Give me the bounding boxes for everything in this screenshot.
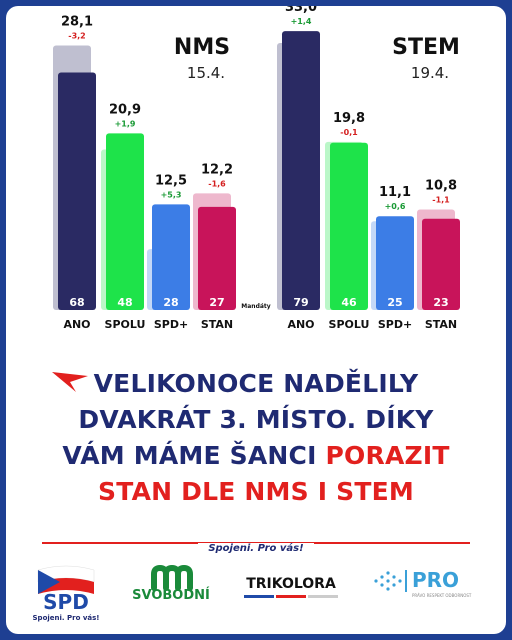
trikolora-logo: TRIKOLORA [242, 576, 340, 600]
svobodni-logo: SVOBODNÍ [128, 564, 214, 614]
headline-text-1: VELIKONOCE NADĚLILY [93, 369, 419, 398]
chart-date: 15.4. [187, 64, 225, 82]
poster-panel: NMS 15.4. 28,1 -3,2 68 ANO 20,9 +1,9 48 SPOLU 12,5… [6, 6, 506, 634]
pro-arrow-icon [374, 570, 407, 592]
pro-logo-tagline: PRÁVO RESPEKT ODBORNOST [412, 593, 472, 598]
category-label: SPD+ [378, 318, 412, 331]
seats-label: 68 [69, 296, 84, 309]
pro-logo: PRO PRÁVO RESPEKT ODBORNOST [372, 566, 482, 606]
value-label: 10,8 [425, 178, 457, 193]
bar [330, 142, 368, 310]
chart-date: 19.4. [411, 64, 449, 82]
change-label: -1,1 [432, 195, 450, 204]
headline-line-2: DVAKRÁT 3. MÍSTO. DÍKY [6, 402, 506, 438]
spd-logo-tagline: Spojeni. Pro vás! [32, 614, 100, 622]
czech-flag-icon [37, 565, 95, 594]
seats-label: 79 [293, 296, 308, 309]
headline-text-2: DVAKRÁT 3. MÍSTO. DÍKY [78, 405, 434, 434]
headline-line-3: VÁM MÁME ŠANCI PORAZIT [6, 438, 506, 474]
bar [282, 31, 320, 311]
value-label: 28,1 [61, 15, 93, 30]
spd-logo: SPD Spojeni. Pro vás! [33, 564, 99, 624]
headline-line-1: VELIKONOCE NADĚLILY [6, 366, 506, 402]
category-label: ANO [287, 318, 314, 331]
bar [422, 218, 460, 310]
change-label: +1,9 [115, 119, 136, 128]
category-label: STAN [201, 318, 233, 331]
bar [198, 206, 236, 310]
slogan-text: Spojeni. Pro vás! [198, 543, 314, 554]
seats-label: 25 [387, 296, 402, 309]
flag-swoosh-icon [52, 372, 88, 392]
seats-label: 48 [117, 296, 132, 309]
pro-logo-text: PRO [412, 568, 460, 592]
trikolora-underline-icon [244, 595, 338, 598]
poll-charts: NMS 15.4. 28,1 -3,2 68 ANO 20,9 +1,9 48 SPOLU 12,5… [53, 6, 460, 331]
bar [106, 133, 144, 310]
svobodni-emblem-icon [151, 564, 193, 591]
category-label: ANO [63, 318, 90, 331]
seats-label: 27 [209, 296, 224, 309]
value-label: 11,1 [379, 185, 411, 200]
category-label: STAN [425, 318, 457, 331]
trikolora-logo-text: TRIKOLORA [246, 576, 336, 592]
seats-axis-label: Mandáty [241, 303, 271, 310]
slogan: Spojeni. Pro vás! [6, 536, 506, 555]
seats-label: 23 [433, 296, 448, 309]
chart-title: NMS [174, 35, 230, 60]
value-label: 33,0 [285, 6, 317, 15]
change-label: -3,2 [68, 32, 86, 41]
change-label: +1,4 [291, 17, 312, 26]
value-label: 20,9 [109, 102, 141, 117]
seats-label: 46 [341, 296, 357, 309]
headline-text-3b: PORAZIT [325, 441, 450, 470]
headline-text-4: STAN DLE NMS I STEM [98, 477, 414, 506]
value-label: 12,5 [155, 173, 187, 188]
bar [152, 204, 190, 310]
seats-label: 28 [163, 296, 178, 309]
category-label: SPOLU [105, 318, 146, 331]
change-label: +0,6 [385, 202, 406, 211]
bar [376, 216, 414, 310]
category-label: SPD+ [154, 318, 188, 331]
change-label: +5,3 [161, 190, 182, 199]
svobodni-logo-text: SVOBODNÍ [132, 588, 210, 603]
change-label: -1,6 [208, 179, 226, 188]
value-label: 12,2 [201, 162, 233, 177]
value-label: 19,8 [333, 111, 365, 126]
change-label: -0,1 [340, 128, 358, 137]
spd-logo-text: SPD [43, 590, 89, 614]
headline-line-4: STAN DLE NMS I STEM [6, 474, 506, 510]
category-label: SPOLU [329, 318, 370, 331]
headline-text-3a: VÁM MÁME ŠANCI [62, 441, 326, 470]
chart-title: STEM [392, 35, 460, 60]
bar [58, 72, 96, 311]
